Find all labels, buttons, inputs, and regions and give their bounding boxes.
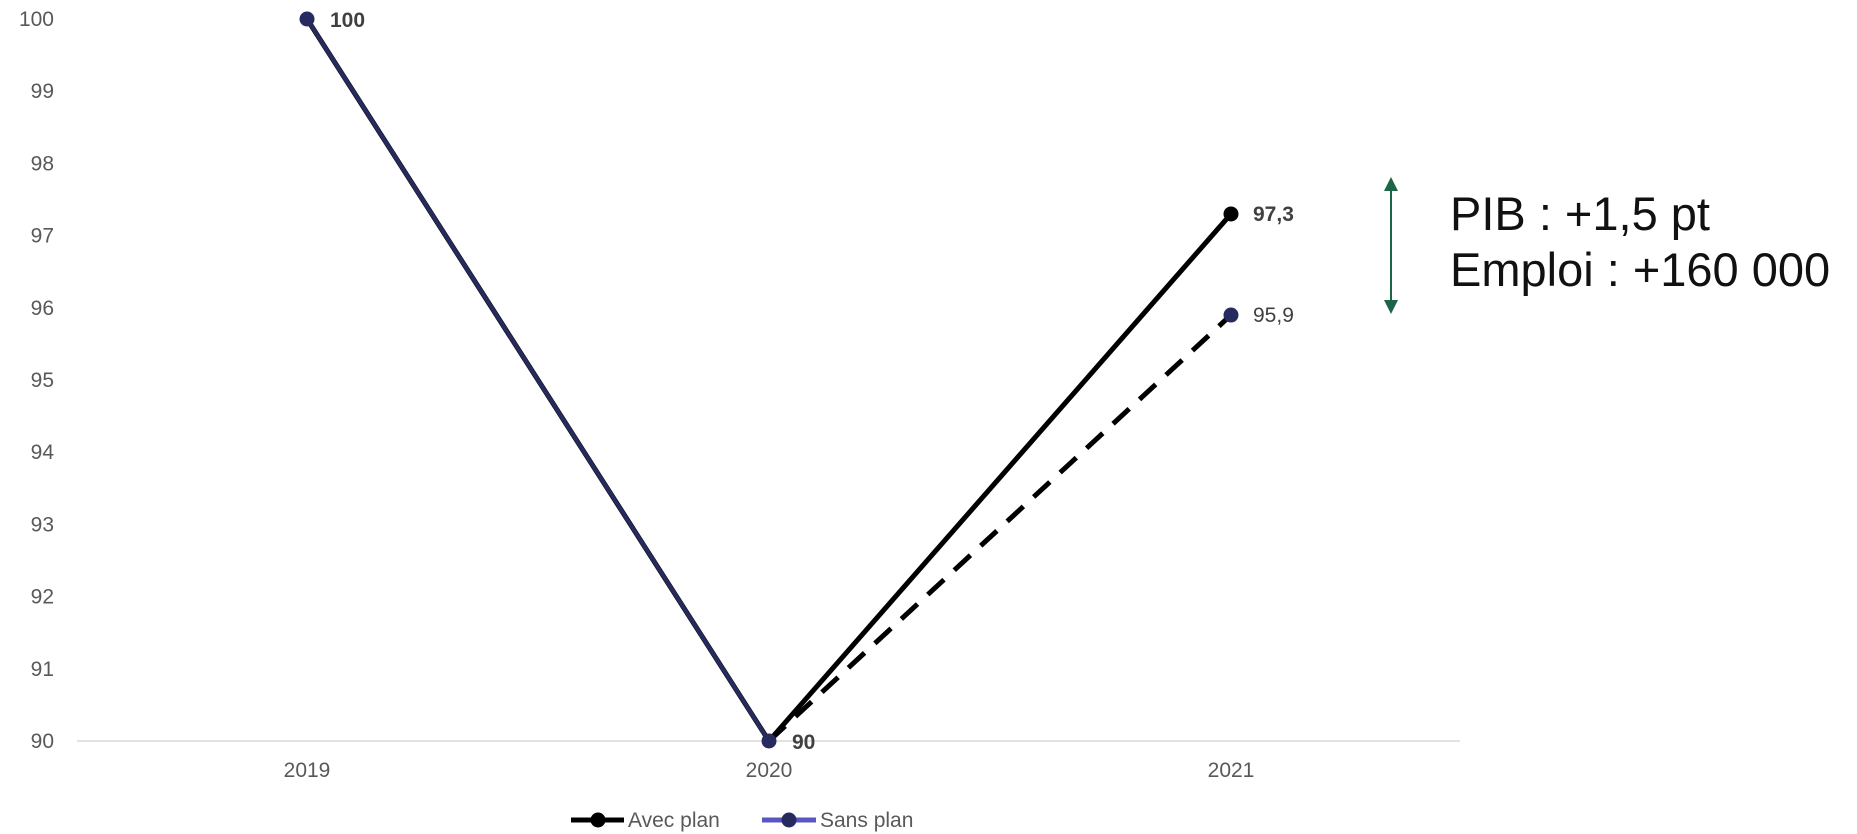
y-tick-label: 100 [19, 8, 54, 31]
legend-label-avec-plan: Avec plan [628, 809, 720, 832]
series-line-sans-plan [767, 313, 1233, 743]
y-tick-label: 94 [31, 441, 55, 464]
data-label-avec-plan: 97,3 [1253, 203, 1294, 226]
series-line-avec-plan [767, 212, 1233, 743]
y-tick-label: 99 [31, 80, 54, 103]
annotation-employment-line: Emploi : +160 000 [1450, 243, 1831, 296]
y-tick-label: 93 [31, 513, 54, 536]
y-tick-label: 90 [31, 730, 54, 753]
annotation-gdp-line: PIB : +1,5 pt [1450, 187, 1710, 240]
data-label-avec-plan: 90 [792, 731, 815, 754]
legend-marker-avec-plan [590, 812, 606, 828]
arrow-head-down-icon [1384, 300, 1398, 314]
data-label-sans-plan: 95,9 [1253, 304, 1294, 327]
data-label-avec-plan: 100 [330, 9, 365, 32]
series-line-sans-plan-segment [305, 17, 771, 743]
y-tick-label: 91 [31, 658, 54, 681]
x-tick-label: 2019 [284, 759, 331, 782]
y-tick-label: 96 [31, 297, 54, 320]
y-tick-label: 98 [31, 152, 54, 175]
impact-annotation: PIB : +1,5 pt Emploi : +160 000 [1450, 186, 1830, 298]
legend-marker-sans-plan [781, 812, 797, 828]
data-point-sans-plan [299, 11, 315, 27]
data-point-sans-plan [1223, 307, 1239, 323]
y-tick-label: 95 [31, 369, 54, 392]
x-tick-label: 2021 [1208, 759, 1255, 782]
legend-label-sans-plan: Sans plan [820, 809, 913, 832]
y-tick-label: 92 [31, 586, 54, 609]
x-tick-label: 2020 [746, 759, 793, 782]
arrow-head-up-icon [1384, 177, 1398, 191]
data-point-sans-plan [761, 733, 777, 749]
y-tick-label: 97 [31, 225, 54, 248]
data-point-avec-plan [1223, 206, 1239, 222]
